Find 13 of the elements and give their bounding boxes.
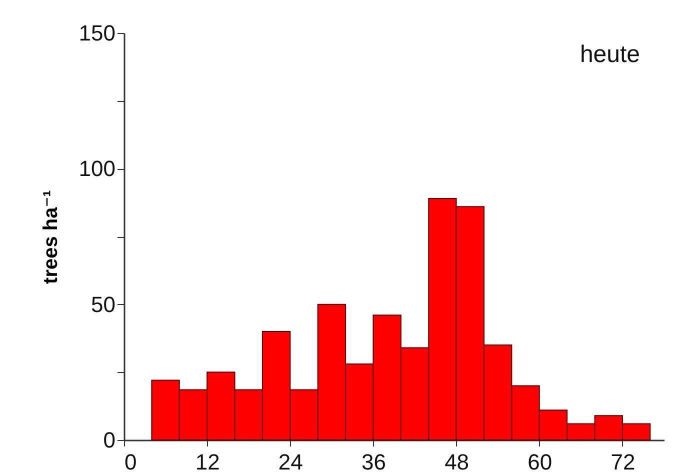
x-tick-label: 72: [610, 450, 636, 474]
annotation: heute: [580, 41, 640, 68]
x-tick-label: 48: [444, 450, 470, 474]
x-tick-label: 60: [528, 450, 552, 474]
x-tick-label: 36: [361, 450, 386, 474]
y-axis-title: trees ha⁻¹: [40, 190, 62, 284]
x-tick-label: 0: [124, 450, 137, 474]
y-tick-label: 0: [103, 428, 116, 452]
y-tick-label: 50: [91, 292, 116, 317]
x-tick-label: 24: [278, 450, 303, 474]
x-tick-label: 12: [195, 450, 220, 474]
y-tick-label: 100: [78, 156, 116, 182]
y-tick-label: 150: [78, 20, 116, 46]
